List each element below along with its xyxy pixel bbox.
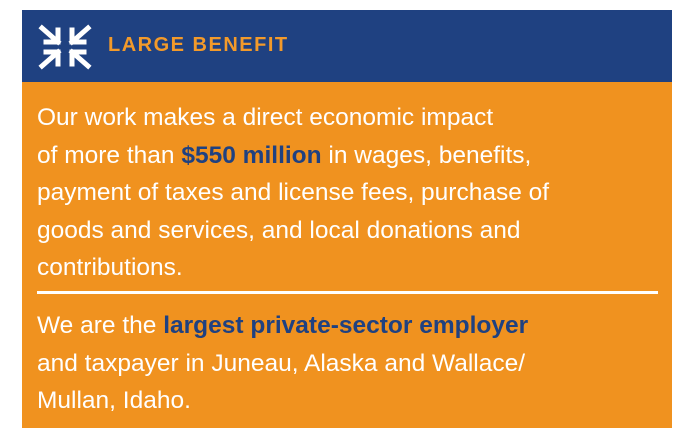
compress-icon <box>38 24 92 70</box>
text-line: We are the largest private-sector employ… <box>37 307 528 345</box>
text-line: Our work makes a direct economic impact <box>37 99 549 137</box>
benefit-card: LARGE BENEFIT Our work makes a direct ec… <box>22 10 672 428</box>
paragraph: We are the largest private-sector employ… <box>37 307 528 420</box>
highlight-text: $550 million <box>181 141 322 169</box>
card-header: LARGE BENEFIT <box>22 10 672 82</box>
text-line: goods and services, and local donations … <box>37 212 549 250</box>
body-text: payment of taxes and license fees, purch… <box>37 179 550 206</box>
body-text: contributions. <box>37 254 183 281</box>
paragraph: Our work makes a direct economic impact o… <box>37 99 549 287</box>
text-line: contributions. <box>37 249 549 287</box>
text-line: of more than $550 million in wages, bene… <box>37 137 549 175</box>
body-text: of more than <box>37 141 182 169</box>
header-title: LARGE BENEFIT <box>108 34 289 56</box>
body-text: in wages, benefits, <box>321 141 532 169</box>
body-text: Our work makes a direct economic impact <box>37 104 494 131</box>
body-text: Mullan, Idaho. <box>37 387 191 414</box>
text-line: and taxpayer in Juneau, Alaska and Walla… <box>37 345 528 383</box>
body-text: and taxpayer in Juneau, Alaska and Walla… <box>37 349 526 377</box>
body-text: We are the <box>37 312 164 339</box>
text-line: Mullan, Idaho. <box>37 382 528 420</box>
highlight-text: largest private-sector employer <box>163 312 529 339</box>
divider <box>37 291 658 294</box>
body-text: goods and services, and local donations … <box>37 216 521 244</box>
text-line: payment of taxes and license fees, purch… <box>37 174 549 212</box>
